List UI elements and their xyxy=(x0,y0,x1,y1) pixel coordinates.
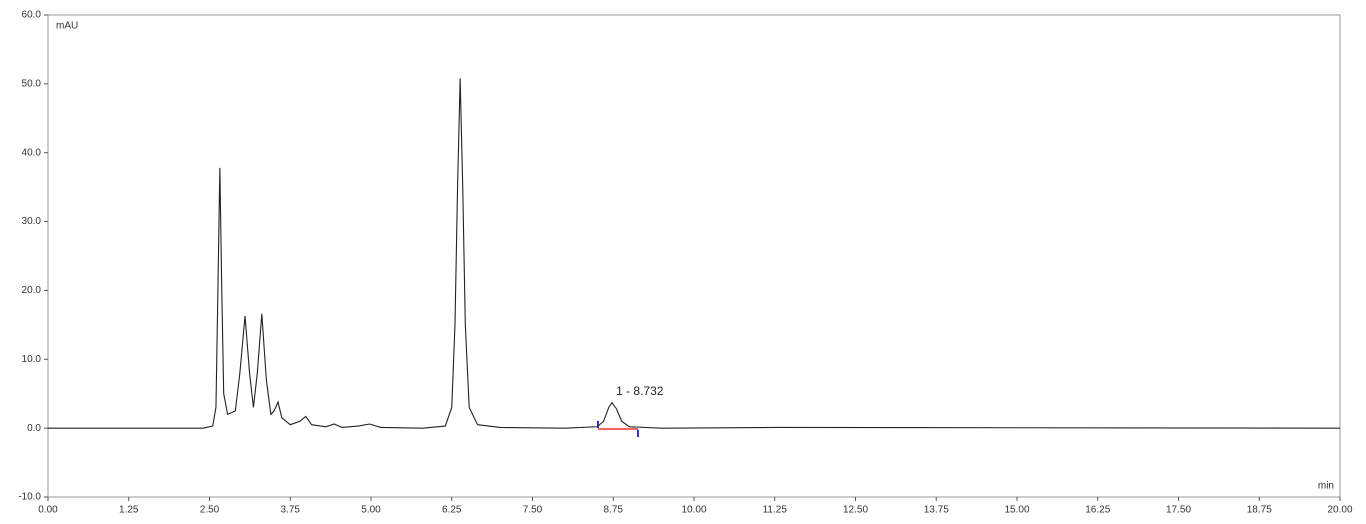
y-tick-label: 10.0 xyxy=(22,354,42,365)
x-tick-label: 5.00 xyxy=(361,505,381,516)
peak-annotation: 1 - 8.732 xyxy=(616,384,664,398)
y-tick-label: 60.0 xyxy=(22,10,42,21)
y-axis-label: mAU xyxy=(56,21,78,32)
x-tick-label: 8.75 xyxy=(604,505,624,516)
y-tick-label: 50.0 xyxy=(22,78,42,89)
x-tick-label: 18.75 xyxy=(1247,505,1272,516)
y-tick-label: 0.0 xyxy=(27,423,41,434)
y-tick-label: 20.0 xyxy=(22,285,42,296)
x-tick-label: 1.25 xyxy=(119,505,139,516)
x-tick-label: 17.50 xyxy=(1166,505,1191,516)
x-tick-label: 2.50 xyxy=(200,505,220,516)
y-tick-label: 40.0 xyxy=(22,147,42,158)
x-tick-label: 6.25 xyxy=(442,505,462,516)
y-tick-label: -10.0 xyxy=(18,492,41,503)
chromatogram-trace xyxy=(48,78,1341,429)
x-tick-label: 11.25 xyxy=(763,505,788,516)
x-tick-label: 13.75 xyxy=(924,505,949,516)
x-tick-label: 0.00 xyxy=(38,505,58,516)
x-tick-label: 16.25 xyxy=(1085,505,1110,516)
y-tick-label: 30.0 xyxy=(22,216,42,227)
x-tick-label: 3.75 xyxy=(281,505,301,516)
x-tick-label: 15.00 xyxy=(1004,505,1029,516)
x-tick-label: 7.50 xyxy=(523,505,543,516)
x-tick-label: 12.50 xyxy=(843,505,868,516)
plot-frame xyxy=(47,14,1341,498)
x-axis-label: min xyxy=(1318,481,1334,492)
x-tick-label: 20.00 xyxy=(1327,505,1352,516)
x-tick-label: 10.00 xyxy=(681,505,706,516)
